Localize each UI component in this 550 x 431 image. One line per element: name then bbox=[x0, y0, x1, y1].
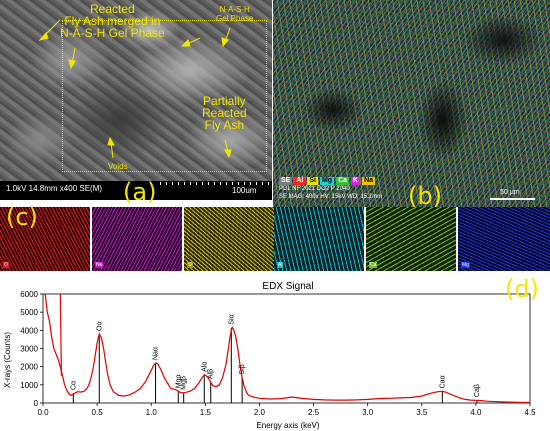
annotation-arrows bbox=[38, 19, 232, 159]
sem-info-bar: 1.0kV 14.8mm x400 SE(M) 100um bbox=[0, 181, 272, 200]
legend-k: K bbox=[351, 176, 361, 185]
peak-markers bbox=[72, 327, 478, 403]
annotation-voids: Voids bbox=[108, 162, 128, 171]
annotation-reacted-fly-ash: Reacted Fly Ash merged in N-A-S-H Gel Ph… bbox=[60, 2, 165, 40]
element-map-al: Al bbox=[274, 207, 364, 271]
peak-label: Cα bbox=[70, 381, 77, 390]
element-map-ca: Ca bbox=[366, 207, 456, 271]
y-tick-label: 3000 bbox=[20, 345, 38, 354]
x-tick-label: 2.5 bbox=[308, 408, 320, 417]
element-legend: SE Al Si Mg Ca K Na bbox=[279, 176, 376, 185]
x-tick-label: 3.5 bbox=[416, 408, 428, 417]
panel-label-a: (a) bbox=[123, 178, 157, 206]
edx-signal-line bbox=[44, 293, 531, 404]
scale-ticks bbox=[160, 182, 270, 185]
y-tick-label: 2000 bbox=[20, 363, 38, 372]
x-axis-label: Energy axis (keV) bbox=[256, 421, 319, 430]
x-tick-label: 4.0 bbox=[470, 408, 482, 417]
panel-label-b: (b) bbox=[408, 182, 442, 210]
x-tick-label: 1.0 bbox=[146, 408, 158, 417]
legend-se: SE bbox=[279, 176, 293, 185]
x-tick-label: 1.5 bbox=[200, 408, 212, 417]
annotation-nash-gel: N-A-S-H Gel Phase bbox=[216, 5, 254, 23]
peak-label: Mgβ bbox=[181, 376, 188, 390]
map-tag-o: O bbox=[3, 262, 9, 268]
peak-label: Oα bbox=[96, 321, 103, 331]
eds-scale-label: 50 µm bbox=[500, 189, 520, 196]
peak-label: Caβ bbox=[474, 384, 481, 397]
legend-ca: Ca bbox=[336, 176, 350, 185]
annotation-partially-reacted: Partially Reacted Fly Ash bbox=[202, 94, 247, 132]
element-map-o: O bbox=[0, 207, 90, 271]
legend-al: Al bbox=[294, 176, 306, 185]
y-tick-label: 1000 bbox=[20, 381, 38, 390]
map-tag-al: Al bbox=[277, 262, 284, 268]
series-layer bbox=[44, 293, 531, 404]
map-tag-na: Na bbox=[95, 262, 104, 268]
peak-label: Naα bbox=[153, 347, 160, 360]
y-tick-label: 5000 bbox=[20, 308, 38, 317]
map-tag-mg: Mg bbox=[461, 262, 470, 268]
x-tick-label: 0.5 bbox=[92, 408, 104, 417]
eds-scale-bar bbox=[490, 198, 535, 200]
chart-title: EDX Signal bbox=[262, 281, 313, 292]
peak-label: Alβ bbox=[208, 369, 215, 379]
peak-label: Alα bbox=[201, 362, 208, 372]
sem-image-panel: Reacted Fly Ash merged in N-A-S-H Gel Ph… bbox=[0, 0, 272, 200]
sem-scale-label: 100um bbox=[232, 186, 257, 195]
peak-label: Siα bbox=[228, 314, 235, 324]
legend-na: Na bbox=[362, 176, 376, 185]
eds-meta-line-2: SE MAG: 400x HV: 15kV WD: 15.1mm bbox=[279, 194, 383, 200]
legend-mg: Mg bbox=[319, 176, 335, 185]
peak-label: Caα bbox=[439, 375, 446, 388]
legend-si: Si bbox=[307, 176, 318, 185]
y-tick-label: 6000 bbox=[20, 290, 38, 299]
y-axis: 0 1000 2000 3000 4000 5000 6000 bbox=[20, 290, 43, 408]
map-tag-ca: Ca bbox=[369, 262, 378, 268]
sem-info-text: 1.0kV 14.8mm x400 SE(M) bbox=[6, 184, 103, 193]
eds-meta-line-1: PDL NF 2021 DO2 P 2040 bbox=[279, 186, 350, 192]
x-tick-label: 4.5 bbox=[524, 408, 536, 417]
y-tick-label: 0 bbox=[34, 399, 39, 408]
x-tick-label: 0.0 bbox=[37, 408, 49, 417]
peak-label: Siβ bbox=[239, 364, 246, 374]
x-tick-label: 2.0 bbox=[254, 408, 266, 417]
x-tick-label: 3.0 bbox=[362, 408, 374, 417]
y-tick-label: 4000 bbox=[20, 326, 38, 335]
y-axis-label: X-rays (Counts) bbox=[3, 332, 12, 388]
map-tag-si: Si bbox=[187, 262, 194, 268]
element-map-si: Si bbox=[184, 207, 274, 271]
region-box bbox=[62, 20, 267, 172]
element-map-mg: Mg bbox=[458, 207, 550, 271]
peak-label: Mgα bbox=[175, 374, 182, 388]
eds-overlay-panel: SE Al Si Mg Ca K Na PDL NF 2021 DO2 P 20… bbox=[273, 0, 550, 207]
x-axis: 0.0 0.5 1.0 1.5 2.0 2.5 3.0 3.5 4.0 4.5 bbox=[37, 403, 536, 417]
panel-label-d: (d) bbox=[505, 275, 539, 303]
edx-signal-spike bbox=[59, 293, 62, 376]
edx-spectrum-chart: EDX Signal 0 1000 2000 3000 4000 5000 6000 0.0… bbox=[0, 272, 550, 431]
element-map-na: Na bbox=[92, 207, 182, 271]
panel-label-c: (c) bbox=[6, 203, 38, 231]
